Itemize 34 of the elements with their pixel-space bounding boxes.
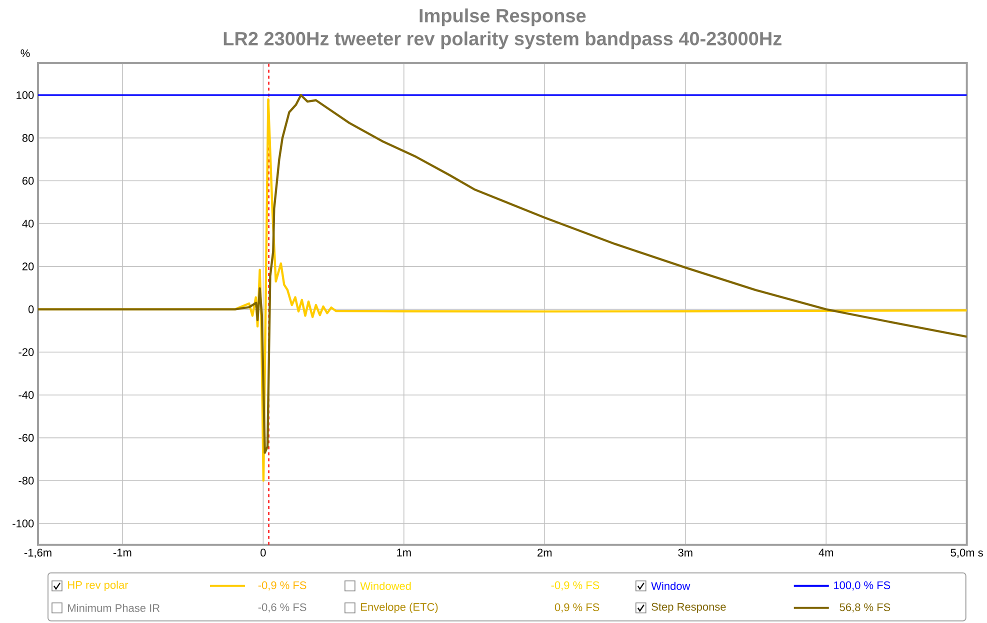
x-tick-label: 0 bbox=[260, 548, 266, 557]
y-tick-label: -100 bbox=[12, 520, 34, 528]
text: -0,9 % FS bbox=[551, 581, 600, 590]
text: 0,9 % FS bbox=[554, 603, 600, 612]
chart-title: Impulse Response bbox=[420, 8, 586, 26]
x-tick-label: 3m bbox=[678, 548, 692, 557]
y-tick-label: 80 bbox=[22, 134, 34, 142]
text: HP rev polar bbox=[68, 580, 128, 592]
x-tick-label: 4m bbox=[818, 548, 834, 556]
x-tick-label: 5,0m s bbox=[950, 548, 983, 558]
y-axis-title: % bbox=[20, 49, 30, 58]
text: 100,0 % FS bbox=[834, 581, 890, 590]
y-tick-label: -40 bbox=[18, 391, 34, 399]
chart-subtitle: LR2 2300Hz tweeter rev polarity system bandpass 40-23000Hz bbox=[224, 31, 782, 50]
x-tick-label: 1m bbox=[397, 548, 411, 556]
y-tick-label: 100 bbox=[16, 91, 34, 100]
x-tick-label: -1,6m bbox=[24, 548, 52, 558]
text: 56,8 % FS bbox=[840, 603, 890, 612]
y-tick-label: -80 bbox=[18, 476, 34, 485]
text: -0,6 % FS bbox=[258, 603, 306, 612]
text: Windowed bbox=[360, 582, 411, 590]
x-tick-label: 2m bbox=[538, 548, 552, 556]
y-tick-label: 60 bbox=[22, 176, 34, 185]
text: Step Response bbox=[652, 602, 726, 613]
text: Minimum Phase IR bbox=[68, 604, 160, 612]
x-tick-label: -1m bbox=[113, 548, 132, 556]
text: Envelope (ETC) bbox=[361, 602, 438, 614]
y-tick-label: 40 bbox=[22, 220, 34, 228]
y-tick-label: -20 bbox=[18, 348, 34, 356]
y-tick-label: 0 bbox=[28, 305, 34, 314]
text: -0,9 % FS bbox=[258, 581, 306, 590]
y-tick-label: 20 bbox=[22, 262, 34, 270]
y-tick-label: -60 bbox=[18, 434, 34, 442]
text: Window bbox=[651, 582, 690, 590]
